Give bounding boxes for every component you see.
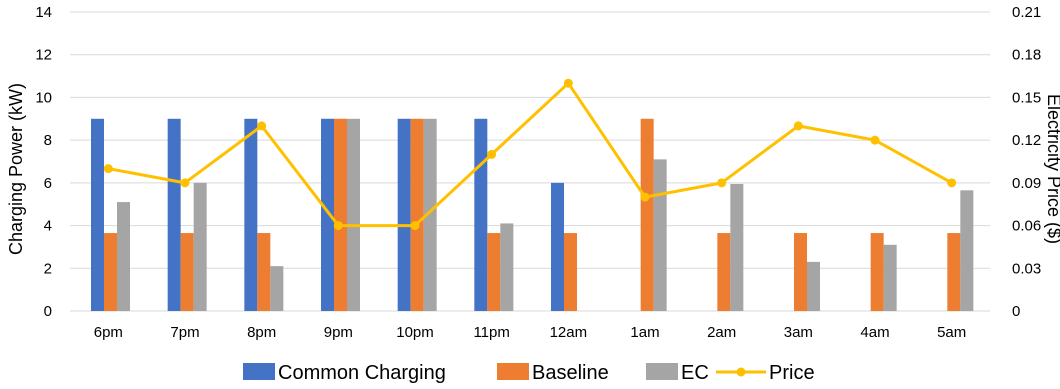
right-tick-label: 0 (1012, 303, 1020, 320)
legend: Common Charging Baseline EC Price (243, 362, 815, 384)
left-tick-label: 0 (44, 303, 52, 320)
price-line (108, 81, 953, 228)
bar-common-charging (91, 118, 104, 312)
x-tick-label: 1am (630, 324, 659, 341)
left-tick-label: 14 (35, 4, 52, 21)
price-marker (257, 121, 267, 131)
bar-baseline (794, 233, 807, 311)
x-tick-label: 2am (707, 324, 736, 341)
right-tick-label: 0.15 (1012, 89, 1041, 106)
bar-ec (883, 244, 897, 311)
x-tick-label: 9pm (324, 324, 353, 341)
bar-baseline (947, 233, 961, 311)
x-tick-label: 10pm (396, 324, 434, 341)
bar-series (91, 118, 974, 312)
x-tick-label: 3am (784, 324, 813, 341)
legend-swatch (646, 363, 678, 380)
price-marker (487, 149, 497, 159)
bar-ec (270, 266, 284, 311)
price-marker (870, 135, 880, 145)
bar-baseline (487, 233, 501, 311)
bar-ec (423, 118, 437, 312)
bar-baseline (334, 118, 347, 312)
bar-common-charging (244, 118, 258, 312)
x-tick-label: 7pm (170, 324, 199, 341)
bar-ec (960, 190, 974, 311)
right-tick-label: 0.03 (1012, 260, 1041, 277)
x-tick-label: 11pm (473, 324, 509, 341)
bar-baseline (410, 118, 424, 312)
legend-label: EC (681, 362, 709, 384)
bar-baseline (180, 233, 194, 311)
left-tick-label: 10 (35, 89, 52, 106)
left-tick-label: 12 (35, 47, 52, 64)
price-marker (640, 192, 650, 202)
price-marker (717, 178, 727, 188)
bar-ec (347, 118, 360, 312)
legend-label: Common Charging (278, 362, 446, 384)
left-axis-title: Charging Power (kW) (6, 83, 26, 255)
legend-swatch (497, 363, 529, 380)
bar-baseline (257, 233, 271, 311)
left-tick-label: 2 (44, 260, 52, 277)
right-tick-label: 0.09 (1012, 175, 1041, 192)
bar-ec (117, 202, 130, 311)
bar-baseline (717, 233, 731, 311)
bar-common-charging (321, 118, 334, 312)
left-tick-label: 8 (44, 132, 52, 149)
left-tick-label: 4 (44, 218, 52, 235)
price-marker (793, 121, 803, 131)
bar-baseline (640, 118, 654, 312)
legend-swatch (243, 363, 275, 380)
price-marker (333, 221, 343, 231)
left-y-axis: 0 2 4 6 8 10 12 14 (35, 4, 52, 320)
left-tick-label: 6 (44, 175, 52, 192)
bar-ec (653, 159, 667, 311)
bar-common-charging (397, 118, 411, 312)
x-tick-label: 5am (937, 324, 966, 341)
x-tick-label: 4am (860, 324, 889, 341)
right-tick-label: 0.21 (1012, 4, 1041, 21)
legend-marker (736, 367, 746, 377)
right-y-axis: 0 0.03 0.06 0.09 0.12 0.15 0.18 0.21 (1012, 4, 1041, 320)
gridlines (70, 11, 990, 312)
price-marker (180, 178, 190, 188)
bar-common-charging (167, 118, 181, 312)
legend-label: Baseline (532, 362, 609, 384)
bar-common-charging (551, 182, 564, 311)
right-tick-label: 0.18 (1012, 47, 1041, 64)
bar-baseline (870, 233, 884, 311)
bar-ec (730, 183, 744, 311)
bar-baseline (104, 233, 117, 311)
right-axis-title: Electricity Price ($) (1044, 94, 1060, 244)
bar-ec (193, 182, 207, 311)
bar-baseline (564, 233, 577, 311)
x-tick-label: 12am (550, 324, 588, 341)
price-marker (410, 221, 420, 231)
legend-label: Price (769, 362, 815, 384)
x-axis: 6pm 7pm 8pm 9pm 10pm 11pm 12am 1am 2am 3am 4am 5am (94, 324, 967, 341)
bar-common-charging (474, 118, 488, 312)
right-tick-label: 0.12 (1012, 132, 1041, 149)
bar-ec (500, 223, 514, 311)
price-marker (103, 164, 113, 174)
right-tick-label: 0.06 (1012, 218, 1041, 235)
x-tick-label: 6pm (94, 324, 123, 341)
bar-ec (807, 261, 820, 311)
price-marker (947, 178, 957, 188)
price-line-series (103, 78, 957, 231)
x-tick-label: 8pm (247, 324, 276, 341)
price-marker (563, 78, 573, 88)
